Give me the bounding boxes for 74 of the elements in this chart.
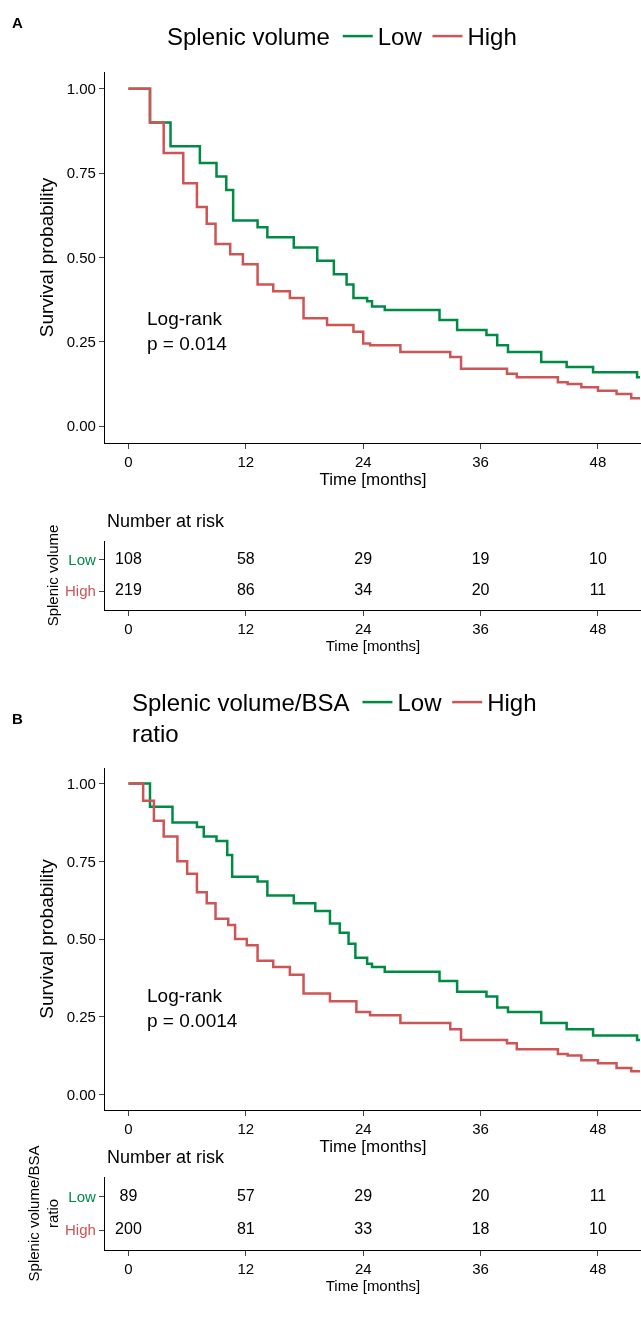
x-tick-label: 36 (472, 453, 489, 471)
y-tick-label: 0.25 (66, 333, 96, 351)
x-axis-title: Time [months] (319, 1137, 427, 1157)
data-label: 219 (115, 581, 142, 599)
data-label: 108 (115, 549, 142, 567)
x-tick-label: 0 (124, 1120, 133, 1138)
data-label: 200 (115, 1220, 142, 1238)
y-tick-label: 0.50 (66, 248, 96, 266)
x-tick-label: 12 (237, 1120, 255, 1138)
data-label: 89 (119, 1186, 138, 1204)
annotation: Log-rank p = 0.0014 (147, 985, 238, 1031)
data-label: 86 (236, 581, 255, 599)
y-tick-label: 0.75 (66, 852, 96, 870)
legend-title: Splenic volume/BSA ratio (132, 689, 350, 748)
y-tick-label: 0.50 (66, 930, 96, 948)
x-tick-label: 48 (589, 1260, 607, 1278)
x-axis-title: Time [months] (319, 470, 427, 490)
chart-title: Number at risk (107, 1147, 226, 1167)
y-axis-title: Survival probability (35, 177, 57, 338)
y-tick-label: 0.00 (66, 417, 96, 435)
x-tick-label: 36 (472, 620, 489, 638)
data-label: 20 (471, 1186, 490, 1204)
y-axis-title: Survival probability (35, 858, 57, 1019)
y-tick-label: 1.00 (66, 80, 96, 98)
data-label: 10 (589, 549, 607, 567)
annotation: Log-rank p = 0.014 (147, 308, 228, 354)
x-tick-label: 36 (472, 1120, 489, 1138)
x-tick-label: 48 (589, 620, 607, 638)
y-tick-label: Low (68, 551, 97, 569)
data-label: 18 (471, 1220, 490, 1238)
x-tick-label: 12 (237, 1260, 255, 1278)
y-axis-title: Splenic volume/BSA ratio (24, 1145, 62, 1282)
data-label: 81 (236, 1220, 255, 1238)
y-tick-label: 0.00 (66, 1085, 96, 1103)
x-tick-label: 0 (124, 453, 133, 471)
y-axis-title: Splenic volume (44, 524, 62, 627)
y-tick-label: Low (68, 1188, 97, 1206)
legend-label: High (487, 689, 537, 717)
chart-title: Number at risk (107, 511, 226, 531)
x-tick-label: 48 (589, 1120, 607, 1138)
data-label: 33 (354, 1220, 373, 1238)
x-tick-label: 48 (589, 453, 607, 471)
y-tick-label: 1.00 (66, 774, 96, 792)
y-tick-label: 0.75 (66, 164, 96, 182)
x-tick-label: 24 (354, 453, 372, 471)
x-tick-label: 12 (237, 453, 255, 471)
data-label: 10 (589, 1220, 607, 1238)
data-label: 29 (354, 1186, 373, 1204)
data-label: 11 (589, 1186, 607, 1204)
data-label: 19 (471, 549, 490, 567)
data-label: 57 (236, 1186, 255, 1204)
y-tick-label: High (65, 1221, 96, 1239)
y-tick-label: High (65, 582, 96, 600)
data-label: 29 (354, 549, 373, 567)
data-label: 34 (354, 581, 373, 599)
x-tick-label: 24 (354, 620, 372, 638)
x-axis-title: Time [months] (325, 637, 421, 655)
chart-title: A (12, 14, 23, 31)
x-axis-title: Time [months] (325, 1277, 421, 1295)
data-label: 58 (236, 549, 255, 567)
x-tick-label: 36 (472, 1260, 489, 1278)
x-tick-label: 12 (237, 620, 255, 638)
chart-title: B (12, 710, 23, 727)
x-tick-label: 0 (124, 620, 133, 638)
x-tick-label: 24 (354, 1120, 372, 1138)
legend-label: Low (377, 23, 423, 51)
legend-label: High (467, 23, 517, 51)
legend-label: Low (397, 689, 443, 717)
x-tick-label: 0 (124, 1260, 133, 1278)
y-tick-label: 0.25 (66, 1007, 96, 1025)
x-tick-label: 24 (354, 1260, 372, 1278)
data-label: 20 (471, 581, 490, 599)
data-label: 11 (589, 581, 607, 599)
legend-title: Splenic volume (167, 23, 330, 51)
